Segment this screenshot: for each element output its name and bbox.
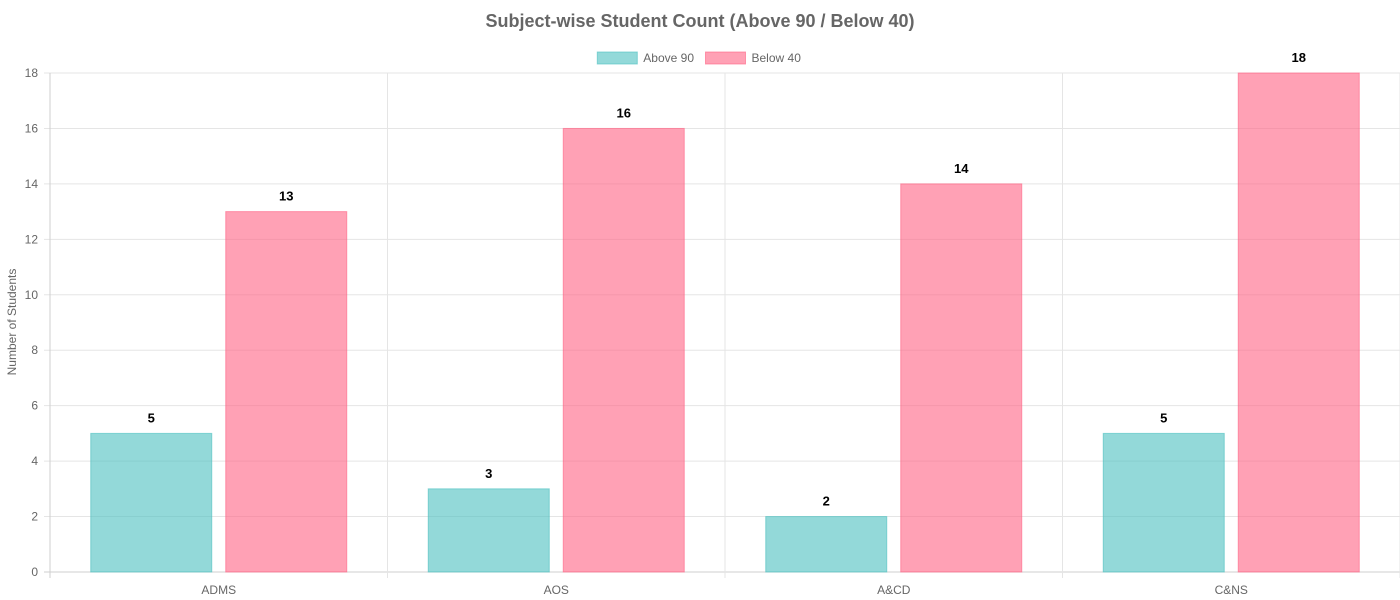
bar-value-label: 18 bbox=[1292, 50, 1306, 65]
x-tick-label: ADMS bbox=[201, 583, 236, 597]
bar-value-label: 2 bbox=[823, 494, 830, 509]
legend-swatch[interactable] bbox=[596, 51, 638, 65]
bar-value-label: 5 bbox=[1160, 410, 1167, 425]
y-tick-label: 4 bbox=[31, 454, 38, 468]
chart-title: Subject-wise Student Count (Above 90 / B… bbox=[485, 11, 914, 31]
y-axis-title: Number of Students bbox=[5, 269, 19, 376]
bar-below-40[interactable] bbox=[225, 211, 348, 573]
bar-above-90[interactable] bbox=[427, 488, 550, 573]
bar-below-40[interactable] bbox=[562, 127, 685, 573]
bar-below-40[interactable] bbox=[900, 183, 1023, 573]
bar-value-label: 14 bbox=[954, 161, 969, 176]
bar-below-40[interactable] bbox=[1237, 72, 1360, 573]
legend-swatch[interactable] bbox=[705, 51, 746, 65]
x-tick-label: C&NS bbox=[1215, 583, 1248, 597]
legend-label[interactable]: Above 90 bbox=[643, 51, 694, 65]
y-tick-label: 18 bbox=[25, 66, 39, 80]
y-tick-label: 6 bbox=[31, 399, 38, 413]
y-tick-label: 14 bbox=[25, 177, 39, 191]
bar-value-label: 16 bbox=[617, 105, 631, 120]
bar-above-90[interactable] bbox=[1102, 432, 1225, 573]
y-tick-label: 12 bbox=[25, 232, 39, 246]
data-labels: 5 13 3 16 2 14 5 18 bbox=[148, 50, 1306, 509]
x-tick-label: A&CD bbox=[877, 583, 911, 597]
y-tick-label: 8 bbox=[31, 343, 38, 357]
y-tick-label: 10 bbox=[25, 288, 39, 302]
legend[interactable]: Above 90 Below 40 bbox=[596, 51, 802, 65]
bar-above-90[interactable] bbox=[90, 432, 213, 573]
y-tick-label: 16 bbox=[25, 121, 39, 135]
bar-above-90[interactable] bbox=[765, 516, 888, 573]
legend-label[interactable]: Below 40 bbox=[752, 51, 802, 65]
axes: 0 2 4 6 8 10 12 14 16 18 ADMS AOS A&CD C&NS bbox=[25, 66, 1248, 597]
bar-value-label: 3 bbox=[485, 466, 492, 481]
y-tick-label: 0 bbox=[31, 565, 38, 579]
y-tick-label: 2 bbox=[31, 510, 38, 524]
x-tick-label: AOS bbox=[544, 583, 569, 597]
bars bbox=[90, 72, 1360, 573]
bar-value-label: 13 bbox=[279, 189, 293, 204]
bar-value-label: 5 bbox=[148, 410, 155, 425]
